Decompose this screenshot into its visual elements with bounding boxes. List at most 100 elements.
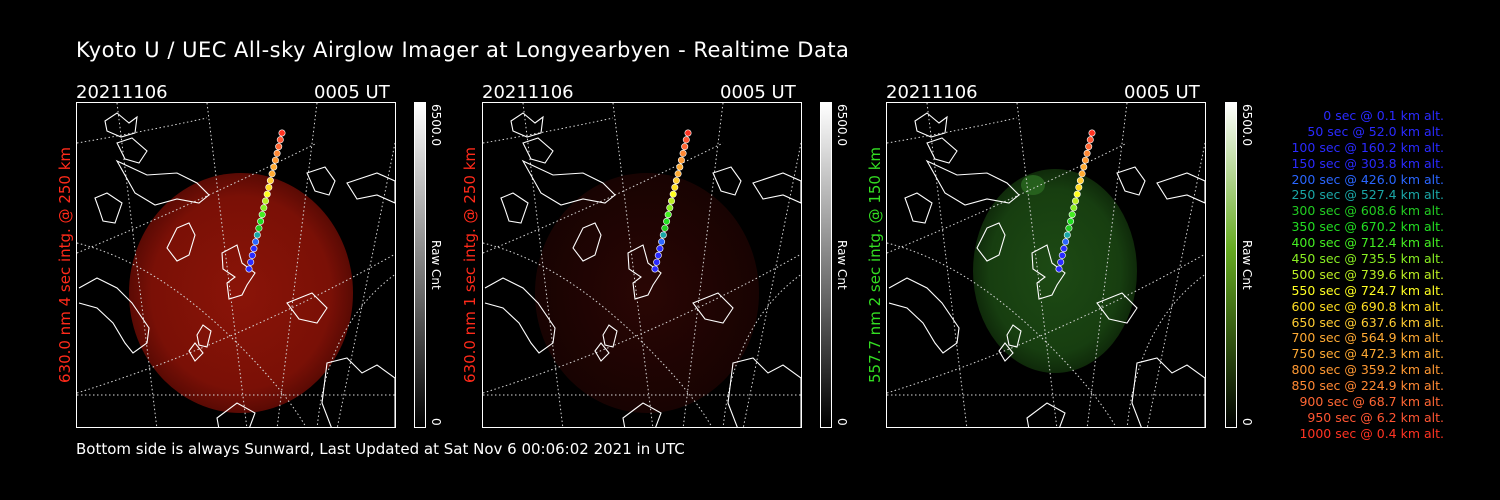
trajectory-point xyxy=(273,149,281,157)
panel-1-colorbar-max: 6500.0 xyxy=(429,104,443,146)
panel-3-map xyxy=(887,103,1205,427)
trajectory-point xyxy=(1070,204,1078,212)
trajectory-point xyxy=(250,245,258,253)
trajectory-point xyxy=(1080,163,1088,171)
trajectory-point xyxy=(672,177,680,185)
trajectory-point xyxy=(258,211,266,219)
graticule-line xyxy=(316,273,395,427)
coastline xyxy=(116,137,148,164)
trajectory-point xyxy=(268,170,276,178)
trajectory-point xyxy=(1072,197,1080,205)
legend-row: 50 sec @ 52.0 km alt. xyxy=(1307,123,1444,139)
trajectory-point xyxy=(659,231,667,239)
coastline xyxy=(904,192,933,224)
trajectory-point xyxy=(656,245,664,253)
panel-1-time: 0005 UT xyxy=(314,82,390,103)
trajectory-point xyxy=(1055,265,1063,273)
panel-3-image xyxy=(886,102,1206,428)
coastline xyxy=(115,159,210,206)
trajectory-point xyxy=(1068,211,1076,219)
coastline xyxy=(521,159,616,206)
trajectory-point xyxy=(1076,177,1084,185)
trajectory-point xyxy=(676,163,684,171)
graticule-line xyxy=(887,142,1128,254)
panel-1-colorbar xyxy=(414,102,426,428)
trajectory-point xyxy=(661,224,669,232)
airglow-field xyxy=(535,173,759,413)
trajectory-point xyxy=(674,170,682,178)
legend-row: 950 sec @ 6.2 km alt. xyxy=(1307,409,1444,425)
coastline xyxy=(1026,402,1066,427)
trajectory-point xyxy=(252,238,260,246)
trajectory-point xyxy=(663,217,671,225)
coastline xyxy=(1006,324,1022,348)
graticule-line xyxy=(1016,103,1058,427)
panel-2-colorbar-max: 6500.0 xyxy=(835,104,849,146)
coastline xyxy=(188,342,204,362)
graticule-line xyxy=(742,142,801,427)
airglow-bright-patch xyxy=(1021,175,1045,195)
trajectory-point xyxy=(1063,231,1071,239)
trajectory-point xyxy=(1075,183,1083,191)
legend-row: 250 sec @ 527.4 km alt. xyxy=(1291,187,1444,203)
trajectory-point xyxy=(248,251,256,259)
coastline xyxy=(692,292,734,324)
legend-row: 800 sec @ 359.2 km alt. xyxy=(1291,362,1444,378)
graticule-line xyxy=(1126,273,1205,427)
panel-2-wavelength-label: 630.0 nm 1 sec intg. @ 250 km xyxy=(461,146,479,384)
trajectory-point xyxy=(654,251,662,259)
panel-1-wavelength-label: 630.0 nm 4 sec intg. @ 250 km xyxy=(56,146,74,384)
trajectory-point xyxy=(1057,258,1065,266)
trajectory-point xyxy=(263,190,271,198)
legend-row: 650 sec @ 637.6 km alt. xyxy=(1291,314,1444,330)
trajectory-point xyxy=(1065,224,1073,232)
panel-2-date: 20211106 xyxy=(482,82,574,103)
page-title: Kyoto U / UEC All-sky Airglow Imager at … xyxy=(76,38,850,62)
legend-row: 350 sec @ 670.2 km alt. xyxy=(1291,219,1444,235)
panel-1-colorbar-min: 0 xyxy=(429,418,443,426)
panel-1-map xyxy=(77,103,395,427)
legend-row: 750 sec @ 472.3 km alt. xyxy=(1291,346,1444,362)
coastline xyxy=(1131,357,1205,427)
graticule-line xyxy=(682,103,724,427)
rocket-trajectory xyxy=(1055,129,1096,273)
graticule-line xyxy=(77,142,318,254)
legend-row: 0 sec @ 0.1 km alt. xyxy=(1323,108,1444,123)
legend-row: 1000 sec @ 0.4 km alt. xyxy=(1299,425,1444,441)
trajectory-point xyxy=(270,163,278,171)
trajectory-point xyxy=(260,204,268,212)
trajectory-point xyxy=(1086,136,1094,144)
trajectory-point xyxy=(278,129,286,137)
coastline xyxy=(484,277,556,354)
trajectory-point xyxy=(266,177,274,185)
map-overlay xyxy=(887,103,1205,427)
coastline xyxy=(998,342,1014,362)
coastline xyxy=(216,402,256,427)
rocket-trajectory xyxy=(245,129,286,273)
rocket-trajectory xyxy=(651,129,692,273)
trajectory-point xyxy=(677,156,685,164)
panel-2-time: 0005 UT xyxy=(720,82,796,103)
panel-2-colorbar xyxy=(820,102,832,428)
coastline xyxy=(602,324,618,348)
graticule-line xyxy=(483,117,614,144)
coastline xyxy=(306,166,336,196)
airglow-field xyxy=(973,169,1137,373)
panel-3-colorbar-max: 6500.0 xyxy=(1240,104,1254,146)
footer-status: Bottom side is always Sunward, Last Upda… xyxy=(76,440,685,458)
coastline xyxy=(925,159,1020,206)
trajectory-point xyxy=(253,231,261,239)
trajectory-point xyxy=(1083,149,1091,157)
legend-row: 200 sec @ 426.0 km alt. xyxy=(1291,171,1444,187)
coastline xyxy=(572,222,602,262)
coastline xyxy=(221,244,256,300)
coastline xyxy=(196,324,212,348)
graticule-line xyxy=(77,117,208,144)
trajectory-point xyxy=(653,258,661,266)
graticule-line xyxy=(483,142,724,254)
legend-row: 400 sec @ 712.4 km alt. xyxy=(1291,235,1444,251)
graticule-line xyxy=(1146,142,1205,427)
panel-2-image xyxy=(482,102,802,428)
trajectory-point xyxy=(247,258,255,266)
legend-row: 300 sec @ 608.6 km alt. xyxy=(1291,203,1444,219)
